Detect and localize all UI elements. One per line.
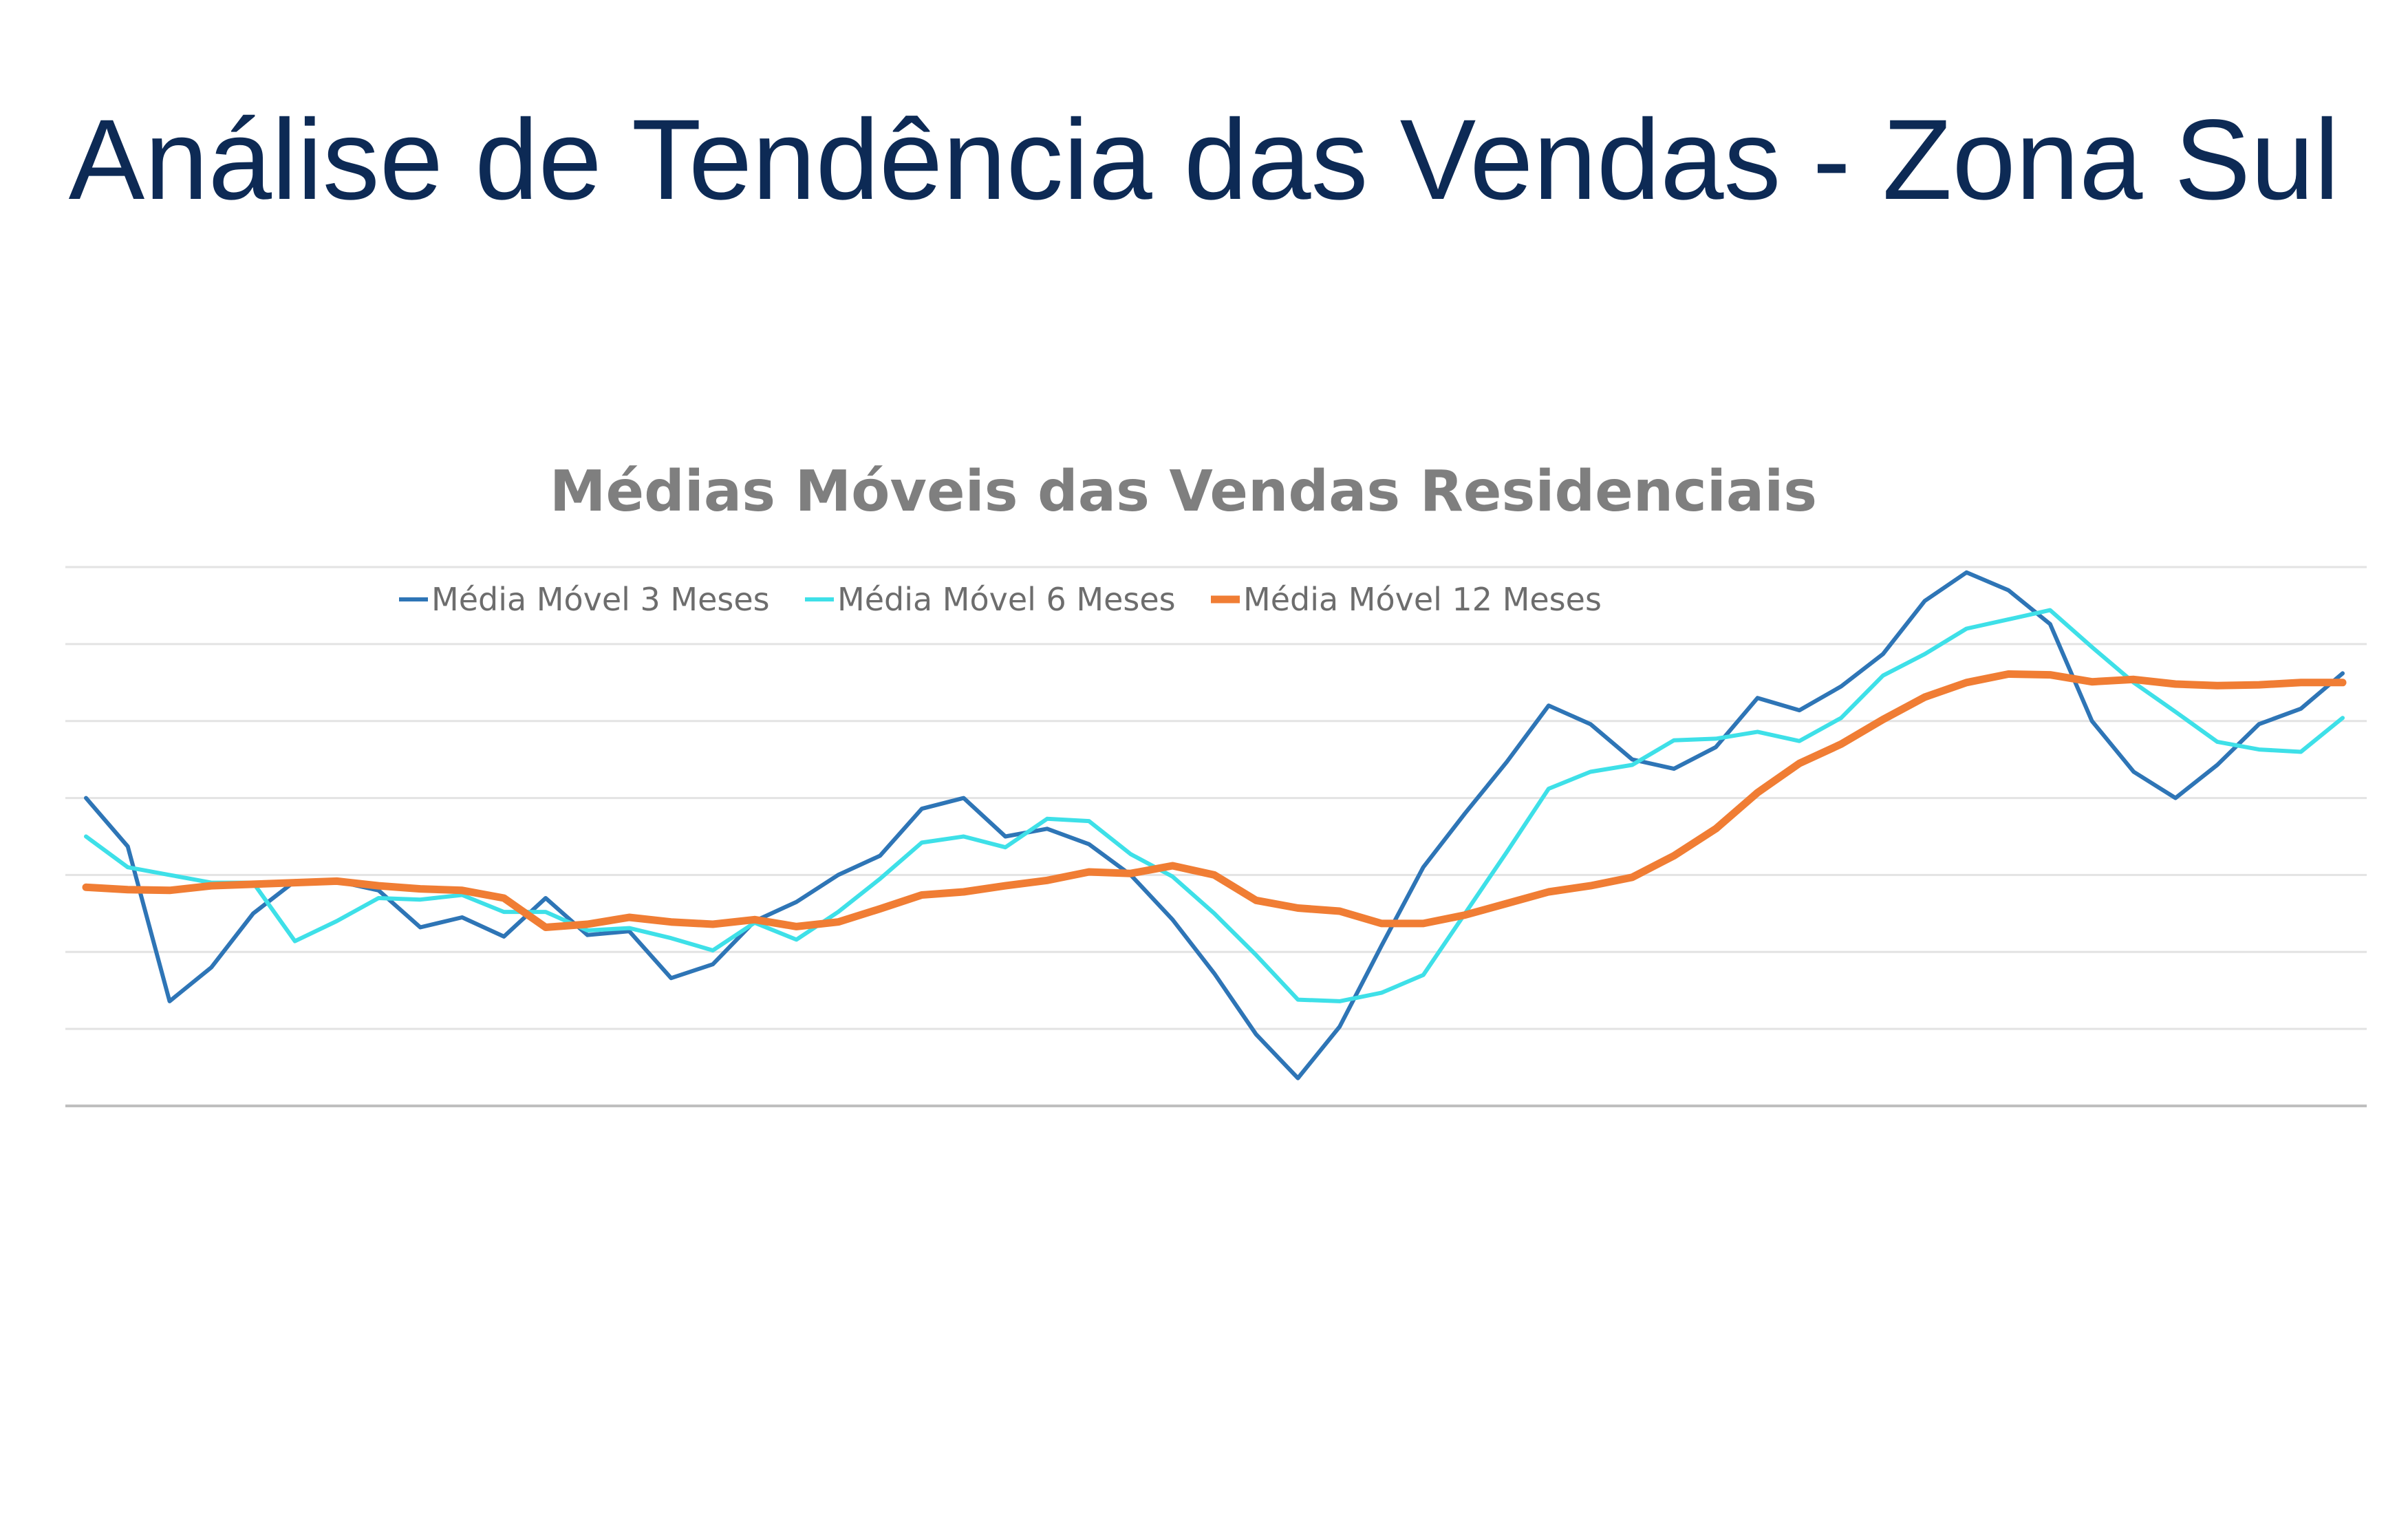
chart-title: Médias Móveis das Vendas Residenciais [550, 459, 1817, 524]
series-lines [82, 570, 2347, 1080]
legend-item-3: Média Móvel 12 Meses [1211, 581, 1602, 618]
series-line-3 [82, 670, 2347, 931]
slide-title: Análise de Tendência das Vendas - Zona S… [68, 96, 2340, 224]
legend-label: Média Móvel 3 Meses [431, 581, 770, 618]
legend-label: Média Móvel 6 Meses [837, 581, 1176, 618]
chart-legend: Média Móvel 3 Meses Média Móvel 6 Meses Mé… [399, 581, 1602, 618]
legend-item-1: Média Móvel 3 Meses [399, 581, 770, 618]
series-line-2 [84, 608, 2345, 1003]
series-line-1 [84, 570, 2345, 1080]
legend-label: Média Móvel 12 Meses [1243, 581, 1602, 618]
legend-item-2: Média Móvel 6 Meses [805, 581, 1176, 618]
gridlines [65, 566, 2367, 1107]
